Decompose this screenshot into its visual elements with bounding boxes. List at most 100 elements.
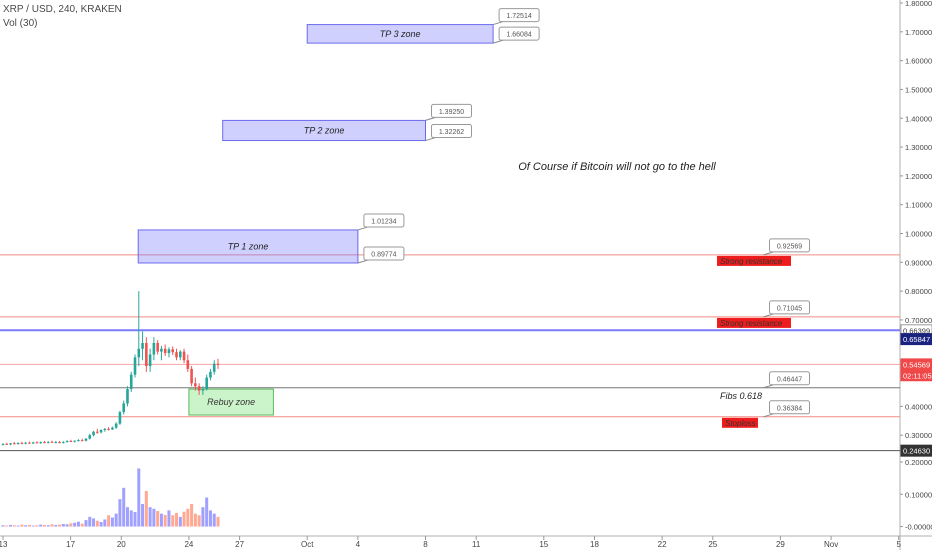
candle-body <box>137 348 141 358</box>
volume-bar <box>5 525 9 527</box>
callout-value: 1.01234 <box>371 218 396 225</box>
candle-body <box>31 442 35 444</box>
time-tick-label: Nov <box>824 540 838 549</box>
candle-body <box>129 374 133 390</box>
price-tick-label: 1.30000 <box>905 143 932 152</box>
level-label-box <box>717 255 791 266</box>
volume-bar <box>129 510 133 527</box>
volume-bar <box>42 524 46 527</box>
volume-tick-label: 0.20000 <box>905 458 932 467</box>
volume-bar <box>69 523 73 527</box>
candle-body <box>58 442 61 444</box>
level-label: Stoploss <box>725 419 756 428</box>
candle-body <box>62 441 65 443</box>
candle-body <box>35 442 39 444</box>
callout-box <box>363 246 405 261</box>
volume-bar <box>84 520 88 527</box>
candle-body <box>84 438 88 441</box>
level-label-box <box>722 417 758 428</box>
price-tag-box <box>900 444 932 457</box>
price-tick-label: 1.80000 <box>905 0 932 8</box>
volume-bar <box>122 487 126 527</box>
callout-value: 1.66084 <box>506 32 531 39</box>
price-tag-box <box>900 369 932 382</box>
candle-body <box>13 443 16 445</box>
callout-box <box>769 238 810 253</box>
time-tick-label: 8 <box>423 540 428 549</box>
candle-body <box>95 431 99 433</box>
price-tick-label: 1.10000 <box>905 201 932 210</box>
volume-bar <box>193 513 197 527</box>
volume-bar <box>171 515 175 527</box>
candle-body <box>152 342 156 355</box>
volume-bar <box>39 524 43 527</box>
candle-body <box>163 348 167 354</box>
candle-body <box>122 403 126 413</box>
candle-body <box>111 427 114 430</box>
candle-body <box>88 435 92 439</box>
volume-bar <box>65 524 69 527</box>
level-label: Strong resistance <box>720 257 783 266</box>
price-tag-value: 02:11:05 <box>903 371 932 380</box>
candle-body <box>28 442 31 444</box>
volume-bar <box>137 468 141 527</box>
price-tick-label: 1.40000 <box>905 114 932 123</box>
callout-box <box>769 300 810 315</box>
level-label: Fibs 0.618 <box>720 391 762 401</box>
candle-body <box>194 383 197 387</box>
candle-body <box>1 443 5 445</box>
volume-bar <box>144 491 148 527</box>
candle-body <box>103 428 107 431</box>
candle-body <box>73 440 76 442</box>
callout-box <box>769 371 810 386</box>
price-tick-label: 0.80000 <box>905 287 932 296</box>
candle-body <box>92 431 95 436</box>
candle-body <box>43 442 46 444</box>
volume-bar <box>27 524 31 527</box>
price-tick-label: 0.30000 <box>905 431 932 440</box>
candle-body <box>24 442 27 444</box>
volume-bar <box>61 523 65 527</box>
volume-bar <box>133 512 137 527</box>
rebuy-zone-label: Rebuy zone <box>207 397 255 407</box>
time-tick-label: 18 <box>590 540 599 549</box>
tp-zone-label: TP 3 zone <box>380 29 421 39</box>
price-tick-label: 0.40000 <box>905 402 932 411</box>
volume-bar <box>24 525 28 527</box>
volume-bar <box>216 516 220 527</box>
volume-bar <box>80 523 84 527</box>
candle-body <box>9 443 12 445</box>
candle-body <box>167 349 171 354</box>
volume-bar <box>35 525 39 527</box>
candle-body <box>190 368 193 384</box>
volume-bar <box>99 522 103 527</box>
time-tick-label: 20 <box>117 540 126 549</box>
candle-body <box>175 352 178 358</box>
candle-body <box>77 440 80 442</box>
time-tick-label: 27 <box>235 540 244 549</box>
candle-body <box>216 363 220 365</box>
volume-bar <box>208 510 212 527</box>
price-tag-box <box>900 333 932 346</box>
level-label-box <box>717 317 791 328</box>
volume-bar <box>76 521 80 527</box>
price-tick-label: 1.60000 <box>905 57 932 66</box>
volume-bar <box>103 519 107 527</box>
volume-bar <box>167 510 171 527</box>
candle-body <box>148 354 152 367</box>
candle-body <box>114 423 118 428</box>
volume-bar <box>1 525 5 527</box>
volume-bar <box>141 503 145 527</box>
callout-value: 1.32262 <box>439 129 464 136</box>
callout-box <box>363 213 405 228</box>
volume-bar <box>148 507 152 527</box>
candle-body <box>16 442 20 444</box>
time-tick-label: Oct <box>301 540 314 549</box>
time-tick-label: 4 <box>356 540 361 549</box>
price-tick-label: 1.70000 <box>905 28 932 37</box>
volume-bar <box>54 524 58 527</box>
volume-bar <box>178 516 182 527</box>
volume-bar <box>156 511 160 527</box>
candle-body <box>20 442 24 444</box>
